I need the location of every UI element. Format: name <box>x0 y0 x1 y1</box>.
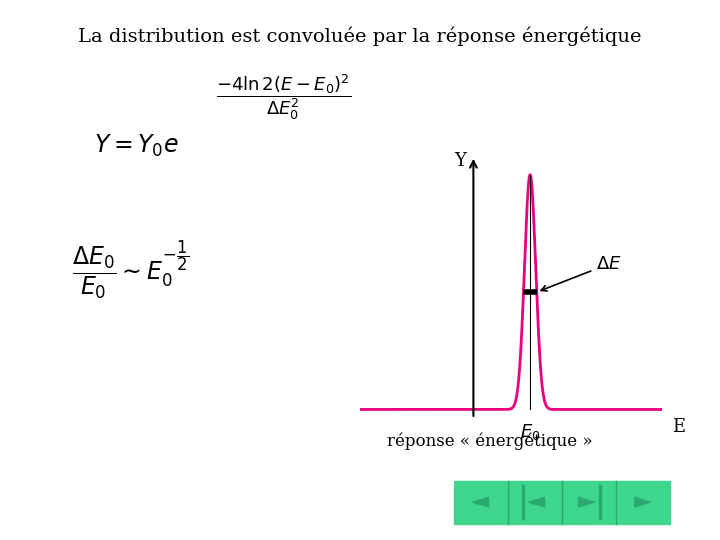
Text: $Y = Y_0 e$: $Y = Y_0 e$ <box>94 133 178 159</box>
Text: $\dfrac{\Delta E_0}{E_0} \sim E_0^{-\dfrac{1}{2}}$: $\dfrac{\Delta E_0}{E_0} \sim E_0^{-\dfr… <box>72 239 189 301</box>
FancyBboxPatch shape <box>454 481 670 524</box>
Text: La distribution est convoluée par la réponse énergétique: La distribution est convoluée par la rép… <box>78 27 642 46</box>
Text: $E_0$: $E_0$ <box>520 422 541 442</box>
Polygon shape <box>528 497 544 507</box>
Polygon shape <box>473 497 488 507</box>
Polygon shape <box>635 497 651 507</box>
Text: $\Delta E$: $\Delta E$ <box>541 255 622 291</box>
Text: réponse « énergétique »: réponse « énergétique » <box>387 432 593 449</box>
Polygon shape <box>579 497 595 507</box>
Text: Y: Y <box>454 152 466 170</box>
Text: E: E <box>672 417 685 436</box>
Text: $\dfrac{-4\ln 2(E-E_0)^2}{\Delta E_0^2}$: $\dfrac{-4\ln 2(E-E_0)^2}{\Delta E_0^2}$ <box>216 72 351 122</box>
